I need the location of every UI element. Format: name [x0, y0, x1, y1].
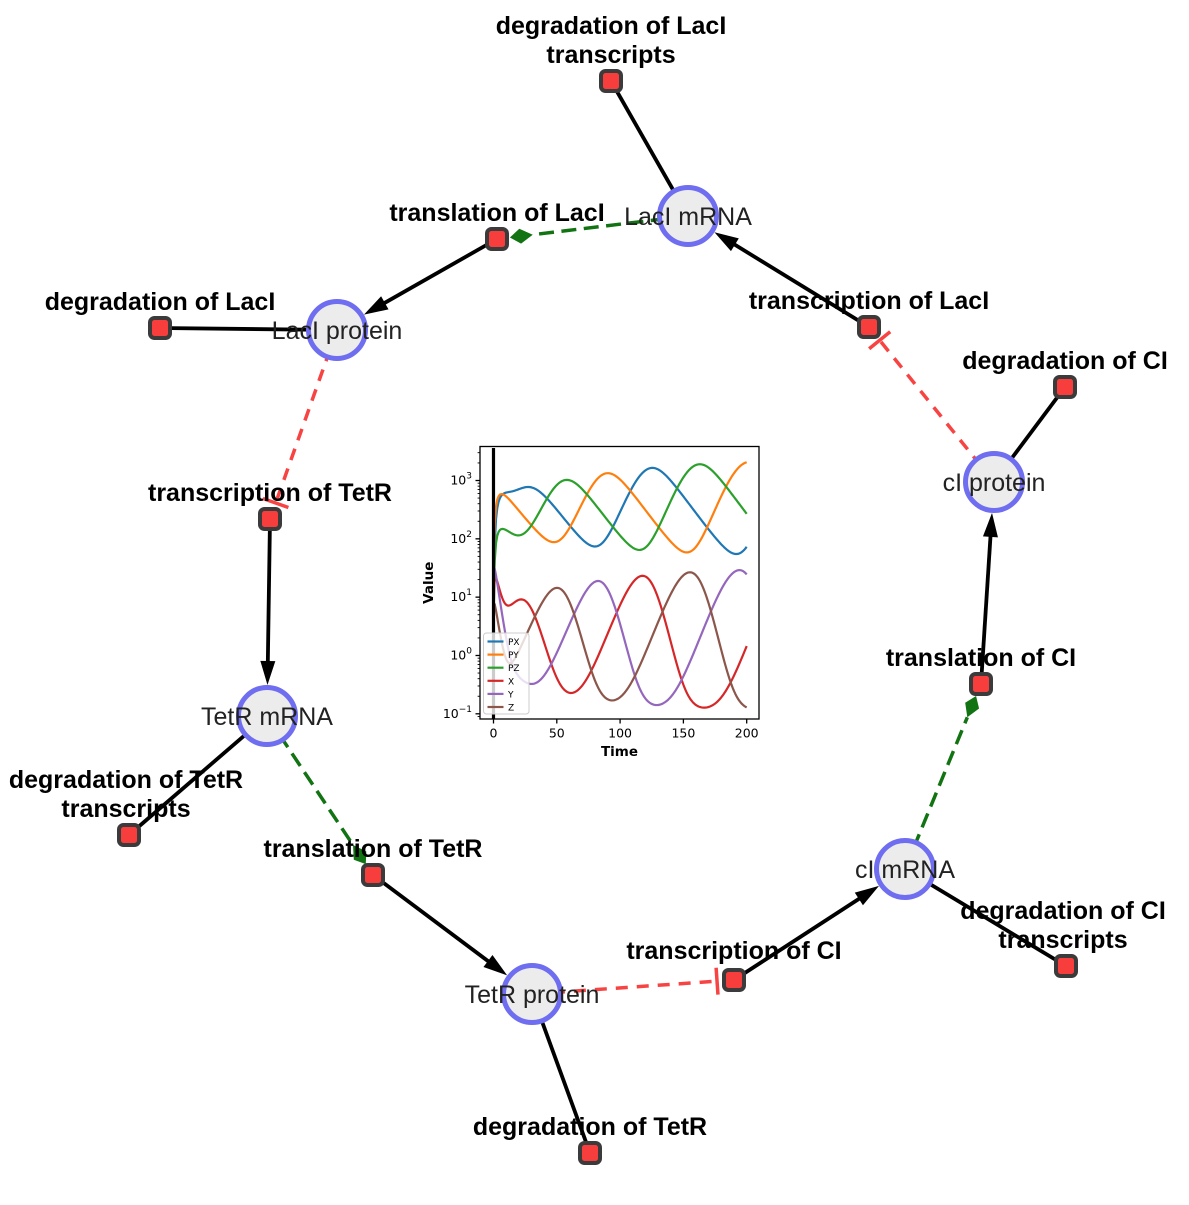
nodes-layer	[117, 69, 1078, 1165]
reaction-node-transcr_TetR[interactable]	[258, 507, 282, 531]
reaction-label-transcr_TetR-line0: transcription of TetR	[148, 479, 392, 507]
production-arrowhead	[363, 296, 389, 315]
chart-ytick-label-1e0: 100	[450, 646, 472, 662]
reaction-label-deg_CI_tr-line0: degradation of CI	[960, 897, 1166, 925]
reaction-label-deg_TetR_tr-line1: transcripts	[61, 795, 190, 823]
simulation-chart: 0 50 100 150 20010−1100101102103TimeValuePXP…	[421, 428, 779, 767]
production-arrowhead	[854, 885, 879, 906]
species-label-TetR_mRNA: TetR mRNA	[201, 703, 333, 731]
reaction-label-deg_LacI_tr-line0: degradation of LacI	[496, 12, 727, 40]
production-edge-line	[371, 873, 493, 965]
reaction-node-deg_LacI_tr[interactable]	[599, 69, 623, 93]
chart-legend-label-PX: PX	[508, 638, 520, 648]
reaction-label-deg_TetR-line0: degradation of TetR	[473, 1113, 707, 1141]
edge-production-transl_TetR-TetR_protein	[371, 873, 508, 976]
chart-legend-box	[483, 632, 530, 715]
reaction-node-deg_LacI[interactable]	[148, 316, 172, 340]
species-label-cI_protein: cI protein	[943, 469, 1046, 497]
species-label-cI_mRNA: cI mRNA	[855, 856, 955, 884]
production-edge-line	[380, 237, 498, 307]
edge-consumption-cI_mRNA-deg_CI_tr	[904, 867, 1067, 968]
chart-ytick-label-1e2: 102	[450, 530, 472, 546]
reaction-node-transl_TetR[interactable]	[361, 863, 385, 887]
species-label-LacI_protein: LacI protein	[272, 317, 403, 345]
species-label-TetR_protein: TetR protein	[465, 981, 600, 1009]
reaction-label-transl_TetR-line0: translation of TetR	[264, 835, 483, 863]
reaction-label-transcr_LacI-line0: transcription of LacI	[749, 287, 989, 315]
reaction-node-transl_LacI[interactable]	[485, 227, 509, 251]
species-node-LacI_protein[interactable]	[306, 299, 368, 361]
species-node-TetR_protein[interactable]	[501, 963, 563, 1025]
chart-legend: PX PY PZ XYZ	[483, 632, 530, 715]
edge-production-transl_LacI-LacI_protein	[363, 237, 498, 315]
reaction-label-deg_CI-line0: degradation of CI	[962, 347, 1168, 375]
production-arrowhead	[714, 232, 739, 252]
chart-curve-PZ	[492, 463, 748, 719]
modifier-diamond-arrowhead	[965, 696, 980, 718]
inhibition-tbar	[262, 496, 289, 510]
reaction-label-deg_LacI-line0: degradation of LacI	[45, 288, 276, 316]
production-edge-line	[265, 518, 272, 666]
chart-curve-PX	[492, 466, 748, 719]
species-node-cI_mRNA[interactable]	[874, 838, 936, 900]
chart-curve-PY	[492, 461, 748, 719]
reaction-node-transcr_LacI[interactable]	[857, 315, 881, 339]
species-node-TetR_mRNA[interactable]	[236, 685, 298, 747]
production-edge-line	[979, 532, 993, 685]
inhibition-tbar	[868, 330, 892, 351]
modifier-diamond-arrowhead	[509, 228, 533, 244]
reaction-node-deg_CI[interactable]	[1053, 375, 1077, 399]
chart-xtick-label-150: 150	[671, 726, 695, 741]
edge-production-transcr_TetR-TetR_mRNA	[260, 518, 276, 686]
production-arrowhead	[982, 512, 998, 538]
reaction-label-deg_CI_tr-line1: transcripts	[998, 926, 1127, 954]
chart-yaxis-title: Value	[421, 562, 437, 604]
consumption-edge-line	[904, 867, 1067, 968]
chart-series-group	[492, 461, 748, 719]
chart-xtick-label-200: 200	[735, 726, 759, 741]
reaction-label-deg_LacI_tr-line1: transcripts	[546, 41, 675, 69]
chart-ytick-label-1e3: 103	[450, 472, 472, 488]
labels-layer: LacI mRNA LacI protein cI protein TetR mRNA…	[9, 12, 1168, 1141]
chart-ytick-label-1e1: 101	[450, 588, 472, 604]
reaction-label-transcr_CI-line0: transcription of CI	[626, 937, 841, 965]
reaction-node-transl_CI[interactable]	[969, 672, 993, 696]
chart-xaxis-title: Time	[601, 744, 638, 760]
chart-xtick-label-0: 0	[490, 726, 498, 741]
chart-legend-label-PY: PY	[508, 651, 519, 661]
edge-production-transl_CI-cI_protein	[979, 512, 998, 685]
reaction-node-deg_TetR[interactable]	[578, 1141, 602, 1165]
edge-production-transcr_LacI-LacI_mRNA	[714, 232, 870, 329]
chart-xtick-label-100: 100	[608, 726, 632, 741]
reaction-label-transl_LacI-line0: translation of LacI	[389, 199, 604, 227]
chart-legend-label-PZ: PZ	[508, 664, 520, 674]
inhibition-tbar	[714, 967, 720, 995]
chart-curve-X	[492, 574, 748, 719]
species-node-LacI_mRNA[interactable]	[657, 185, 719, 247]
chart-legend-label-Z: Z	[508, 704, 514, 714]
chart-legend-label-Y: Y	[507, 690, 514, 700]
species-node-cI_protein[interactable]	[963, 451, 1025, 513]
chart-ytick-label-1e-1: 10−1	[443, 705, 472, 721]
reaction-label-transl_CI-line0: translation of CI	[886, 644, 1076, 672]
reaction-node-deg_TetR_tr[interactable]	[117, 823, 141, 847]
production-arrowhead	[483, 955, 508, 976]
reaction-label-deg_TetR_tr-line0: degradation of TetR	[9, 766, 243, 794]
reaction-node-deg_CI_tr[interactable]	[1054, 954, 1078, 978]
chart-xtick-label-50: 50	[549, 726, 565, 741]
production-arrowhead	[260, 660, 276, 686]
chart-legend-label-X: X	[508, 677, 514, 687]
chart-curve-Z	[492, 571, 748, 719]
reaction-node-transcr_CI[interactable]	[722, 968, 746, 992]
edge-production-transcr_CI-cI_mRNA	[732, 885, 879, 982]
modifier-diamond-arrowhead	[353, 845, 367, 865]
chart-curve-Y	[492, 567, 748, 707]
production-edge-line	[730, 241, 870, 329]
production-edge-line	[732, 895, 864, 982]
species-label-LacI_mRNA: LacI mRNA	[624, 203, 752, 231]
